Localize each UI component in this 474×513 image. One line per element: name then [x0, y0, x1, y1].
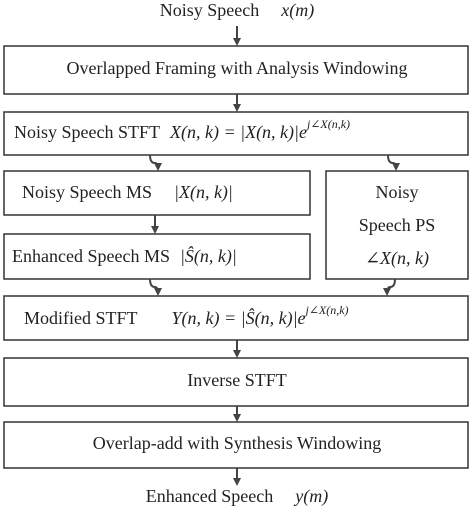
arrow — [383, 278, 396, 296]
output-text: Enhanced Speech — [146, 486, 273, 506]
arrow — [387, 154, 400, 171]
box-label: Inverse STFT — [187, 370, 286, 390]
box-label: Noisy Speech MS |X(n, k)| — [22, 182, 233, 203]
box — [3, 233, 311, 280]
input-label: Noisy Speech x(m) — [160, 0, 314, 21]
formula: X(n, k) = |X(n, k)|e — [169, 122, 307, 143]
box — [3, 295, 469, 341]
formula: ∠X(n, k) — [365, 248, 429, 269]
box-label: Overlap-add with Synthesis Windowing — [93, 433, 381, 453]
output-formula: y(m) — [293, 486, 328, 507]
arrow — [149, 278, 162, 296]
box-label: Noisy — [375, 182, 418, 202]
input-formula: x(m) — [280, 0, 314, 21]
input-text: Noisy Speech — [160, 0, 259, 20]
label: Modified STFT — [24, 308, 138, 328]
box-label: Speech PS — [359, 215, 436, 235]
box — [3, 111, 469, 156]
formula-sup: j∠X(n,k) — [305, 117, 350, 131]
box-label: Modified STFT Y(n, k) = |Ŝ(n, k)|ej∠X(n,k… — [24, 303, 349, 329]
formula: |X(n, k)| — [174, 182, 233, 203]
box — [3, 170, 311, 216]
box-label: Noisy Speech STFT X(n, k) = |X(n, k)|ej∠X… — [14, 117, 350, 143]
label: Noisy Speech STFT — [14, 122, 160, 142]
output-label: Enhanced Speech y(m) — [146, 486, 328, 507]
label: Noisy Speech MS — [22, 182, 152, 202]
box-label: Enhanced Speech MS |Ŝ(n, k)| — [12, 245, 237, 267]
box — [325, 170, 469, 280]
arrow — [149, 154, 162, 171]
label: Enhanced Speech MS — [12, 246, 170, 266]
box — [3, 357, 469, 407]
formula: Y(n, k) = |Ŝ(n, k)|e — [172, 307, 306, 329]
formula: |Ŝ(n, k)| — [180, 245, 237, 267]
box-label: Overlapped Framing with Analysis Windowi… — [67, 58, 408, 78]
box — [3, 421, 469, 469]
formula-sup: j∠X(n,k) — [304, 303, 349, 317]
